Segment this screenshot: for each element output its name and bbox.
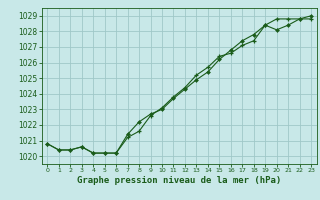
X-axis label: Graphe pression niveau de la mer (hPa): Graphe pression niveau de la mer (hPa) — [77, 176, 281, 185]
